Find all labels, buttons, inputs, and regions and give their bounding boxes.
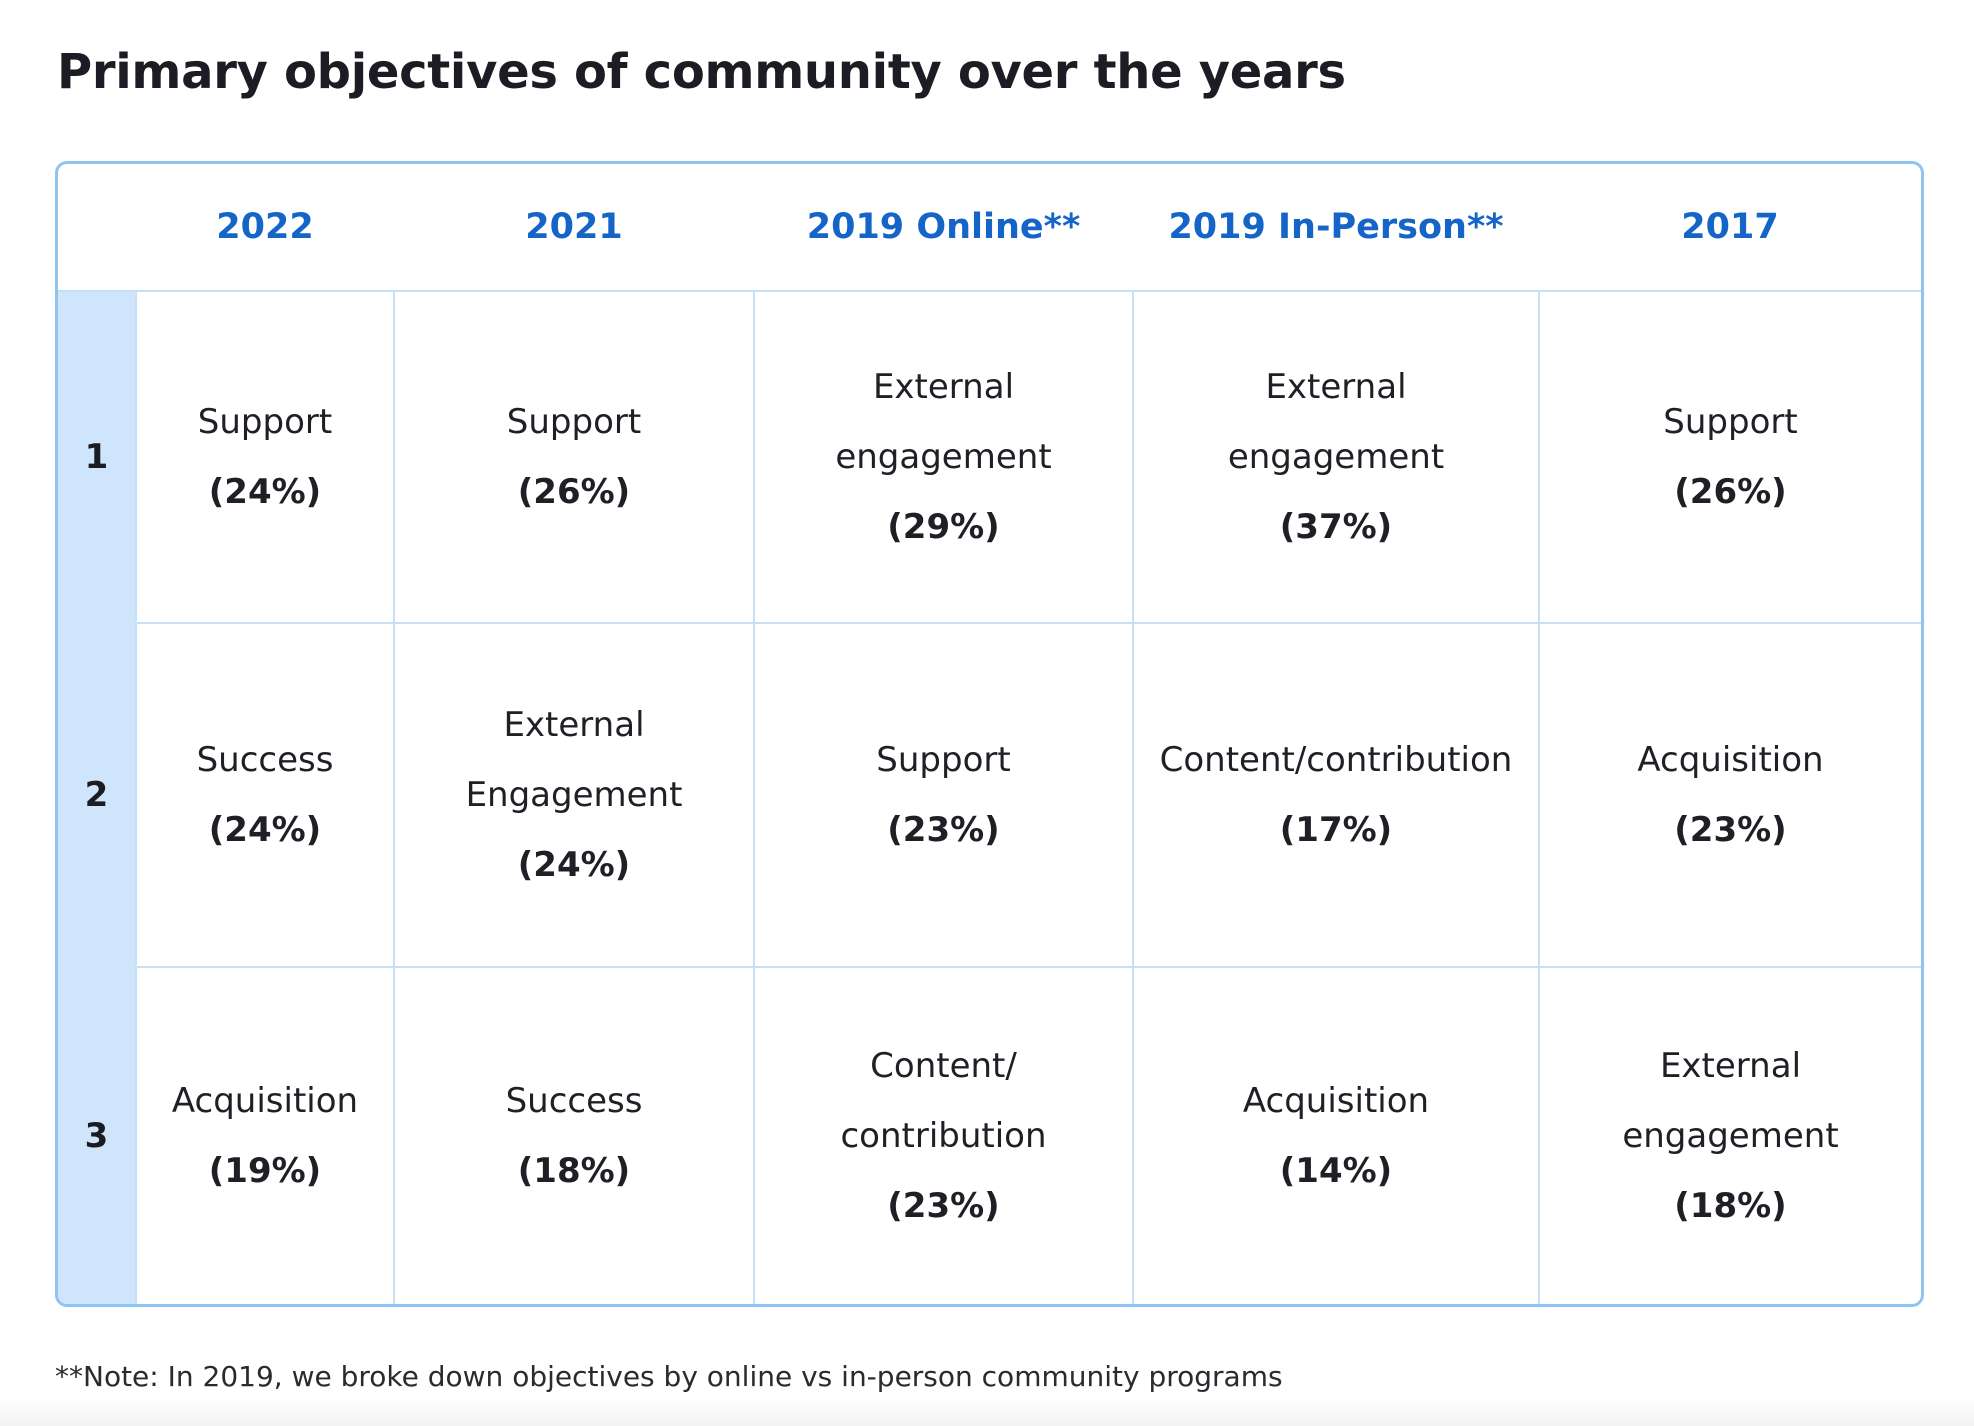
objective-label: External engagement [1227, 367, 1445, 477]
objectives-table-card: 2022 2021 2019 Online** 2019 In-Person**… [55, 161, 1924, 1307]
objective-label: Content/contribution [1159, 740, 1513, 780]
rank-header-corner [58, 164, 136, 292]
table-cell: Support (26%) [1539, 291, 1921, 624]
objective-label: Support [197, 402, 333, 442]
table-cell: Acquisition (23%) [1539, 623, 1921, 968]
objective-percent: (37%) [1279, 507, 1393, 547]
table-cell: Support (23%) [754, 623, 1134, 968]
table-cell: Success (18%) [394, 967, 755, 1304]
objective-percent: (24%) [208, 472, 322, 512]
objective-label: Content/ contribution [840, 1046, 1047, 1156]
objective-percent: (18%) [1674, 1186, 1787, 1226]
rank-cell: 1 [58, 291, 137, 624]
table-cell: External engagement (29%) [754, 291, 1134, 624]
objective-label: External engagement [835, 367, 1052, 477]
objective-label: Acquisition [1242, 1081, 1430, 1121]
objective-percent: (24%) [517, 845, 631, 885]
objective-label: Success [505, 1081, 643, 1121]
column-header: 2022 [136, 164, 394, 292]
objective-label: Acquisition [1637, 740, 1824, 780]
objective-percent: (17%) [1279, 810, 1393, 850]
objective-label: Support [506, 402, 642, 442]
objective-percent: (23%) [887, 1186, 1000, 1226]
objective-percent: (24%) [208, 810, 322, 850]
objective-percent: (23%) [1674, 810, 1787, 850]
objective-label: External Engagement [465, 705, 683, 815]
column-header: 2021 [394, 164, 754, 292]
objectives-table: 2022 2021 2019 Online** 2019 In-Person**… [58, 164, 1921, 1304]
table-cell: Content/ contribution (23%) [754, 967, 1134, 1304]
table-cell: Content/contribution (17%) [1133, 623, 1540, 968]
objective-label: External engagement [1622, 1046, 1839, 1156]
table-cell: External Engagement (24%) [394, 623, 755, 968]
objective-label: Success [196, 740, 334, 780]
objective-label: Support [876, 740, 1011, 780]
objective-percent: (18%) [517, 1151, 631, 1191]
header-row: 2022 2021 2019 Online** 2019 In-Person**… [58, 164, 1921, 292]
table-row: 1 Support (24%) Support (26%) External e… [58, 291, 1921, 624]
table-row: 2 Success (24%) External Engagement (24%… [58, 623, 1921, 968]
table-cell: Support (26%) [394, 291, 755, 624]
rank-cell: 3 [58, 967, 137, 1304]
objective-percent: (26%) [1674, 472, 1787, 512]
table-cell: External engagement (37%) [1133, 291, 1540, 624]
objective-percent: (26%) [517, 472, 631, 512]
objective-label: Acquisition [171, 1081, 359, 1121]
objective-percent: (14%) [1279, 1151, 1393, 1191]
table-cell: Support (24%) [136, 291, 395, 624]
rank-cell: 2 [58, 623, 137, 968]
objective-label: Support [1663, 402, 1798, 442]
table-cell: Acquisition (19%) [136, 967, 395, 1304]
footnote: **Note: In 2019, we broke down objective… [55, 1360, 1283, 1393]
bottom-fade [0, 1396, 1974, 1426]
table-cell: Success (24%) [136, 623, 395, 968]
objective-percent: (29%) [887, 507, 1000, 547]
objective-percent: (19%) [208, 1151, 322, 1191]
objective-percent: (23%) [887, 810, 1000, 850]
table-cell: Acquisition (14%) [1133, 967, 1540, 1304]
page-title: Primary objectives of community over the… [57, 44, 1346, 100]
column-header: 2019 In-Person** [1133, 164, 1539, 292]
table-row: 3 Acquisition (19%) Success (18%) Conten… [58, 967, 1921, 1304]
table-cell: External engagement (18%) [1539, 967, 1921, 1304]
column-header: 2019 Online** [754, 164, 1133, 292]
column-header: 2017 [1539, 164, 1921, 292]
